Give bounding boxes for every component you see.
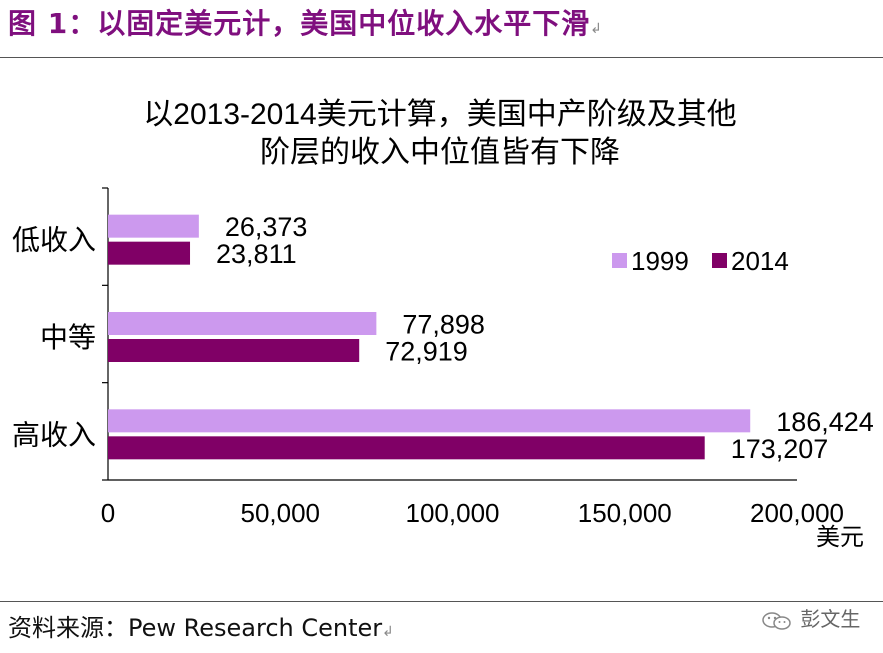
header-rule	[0, 57, 883, 58]
x-tick-label: 50,000	[240, 498, 320, 528]
chart-title-line: 以2013-2014美元计算，美国中产阶级及其他	[143, 98, 736, 131]
legend-label: 2014	[731, 246, 789, 276]
data-label: 23,811	[216, 239, 297, 269]
data-label: 72,919	[385, 337, 468, 367]
data-label: 186,424	[776, 407, 874, 437]
legend-swatch-1999	[612, 253, 627, 268]
watermark-text: 彭文生	[800, 607, 861, 631]
data-label: 173,207	[731, 434, 829, 464]
page-title-text: 图 1：以固定美元计，美国中位收入水平下滑	[8, 7, 591, 40]
paragraph-mark: ↲	[590, 21, 603, 37]
bar-2014	[108, 436, 705, 460]
y-category-label: 高收入	[12, 419, 96, 450]
footer-rule	[0, 601, 883, 602]
data-label: 77,898	[402, 310, 485, 340]
paragraph-mark: ↲	[382, 624, 394, 640]
x-tick-label: 200,000	[750, 498, 844, 528]
bar-1999	[108, 409, 751, 433]
legend-swatch-2014	[712, 253, 727, 268]
bar-2014	[108, 339, 360, 362]
bar-1999	[108, 214, 199, 238]
wechat-icon	[762, 611, 791, 630]
x-tick-label: 150,000	[578, 498, 672, 528]
source-text: 资料来源：Pew Research Center	[8, 614, 383, 642]
source-note: 资料来源：Pew Research Center↲	[8, 608, 394, 643]
bar-2014	[108, 241, 191, 265]
y-category-label: 低收入	[12, 225, 96, 256]
page-title: 图 1：以固定美元计，美国中位收入水平下滑↲	[8, 2, 868, 42]
x-tick-label: 0	[101, 498, 115, 528]
x-axis-unit: 美元	[816, 524, 864, 551]
chart-title-line: 阶层的收入中位值皆有下降	[260, 136, 620, 169]
data-label: 26,373	[225, 212, 308, 242]
watermark: 彭文生	[760, 603, 860, 632]
x-tick-label: 100,000	[406, 498, 500, 528]
legend-label: 1999	[631, 246, 689, 276]
y-category-label: 中等	[40, 322, 96, 353]
bar-1999	[108, 312, 377, 335]
